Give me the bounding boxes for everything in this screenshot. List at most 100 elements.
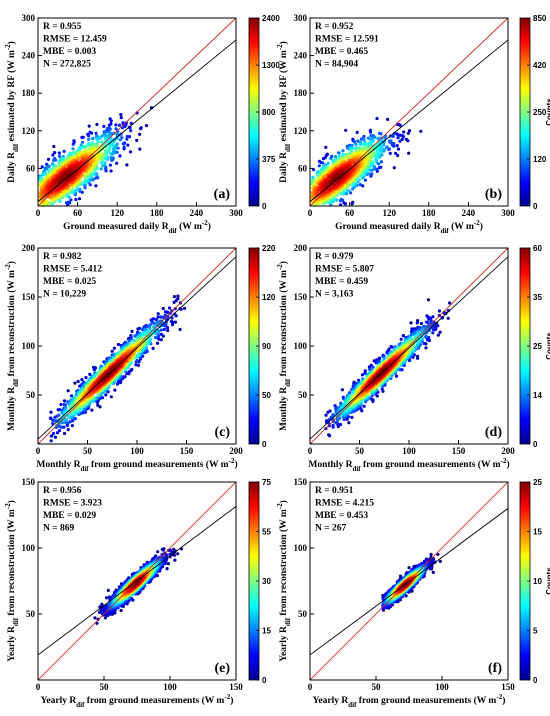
colorbar-tick-label: 90: [262, 342, 271, 351]
data-point: [121, 142, 125, 146]
data-point: [380, 387, 384, 391]
data-point: [84, 376, 88, 380]
data-point: [178, 327, 182, 332]
data-point: [172, 295, 176, 299]
data-point: [102, 124, 106, 128]
data-point: [111, 147, 115, 151]
data-point: [67, 402, 71, 406]
colorbar-tick-label: 120: [533, 155, 547, 164]
data-point: [419, 321, 423, 326]
data-point: [119, 116, 123, 120]
data-point: [66, 389, 70, 393]
data-point: [153, 335, 158, 340]
data-point: [122, 146, 126, 150]
data-point: [392, 166, 396, 170]
data-point: [129, 129, 133, 133]
data-point: [117, 123, 122, 127]
data-point: [337, 151, 341, 155]
x-tick-label: 180: [150, 208, 164, 218]
x-tick-label: 120: [382, 208, 396, 218]
data-point: [94, 184, 98, 188]
data-point: [50, 434, 54, 438]
data-point: [109, 169, 113, 173]
data-point: [135, 358, 139, 363]
data-point: [63, 403, 67, 407]
data-point: [140, 351, 144, 355]
data-point: [331, 423, 335, 427]
data-point: [363, 139, 367, 143]
data-point: [331, 196, 336, 200]
data-point: [340, 388, 344, 392]
data-point: [391, 134, 395, 139]
data-point: [45, 199, 49, 203]
data-point: [170, 316, 174, 320]
data-point: [71, 147, 75, 151]
colorbar-tick-label: 220: [262, 244, 276, 253]
data-point: [427, 336, 431, 340]
data-point: [48, 200, 52, 205]
colorbar-tick-label: 800: [262, 108, 276, 117]
data-point: [350, 415, 354, 419]
data-point: [352, 140, 356, 144]
data-point: [58, 154, 62, 158]
data-point: [104, 130, 109, 134]
data-point: [89, 400, 93, 404]
data-point: [363, 369, 367, 373]
data-point: [372, 164, 376, 168]
data-point: [55, 431, 60, 435]
data-point: [370, 397, 374, 401]
data-point: [363, 371, 367, 375]
data-point: [424, 335, 428, 339]
data-point: [87, 404, 91, 409]
data-point: [396, 147, 401, 151]
y-axis-label: Daily Rdif estimated by RF (W m-2): [276, 41, 292, 183]
stat-line: R = 0.982: [43, 252, 82, 262]
data-point: [87, 134, 91, 138]
data-point: [121, 122, 125, 126]
data-point: [166, 314, 170, 318]
data-point: [375, 116, 379, 121]
data-point: [344, 192, 348, 196]
data-point: [78, 384, 82, 388]
data-point: [334, 155, 338, 159]
data-point: [448, 301, 452, 305]
data-point: [136, 363, 140, 367]
y-tick-label: 60: [26, 163, 36, 173]
data-point: [81, 135, 85, 139]
data-point: [125, 372, 129, 376]
data-point: [118, 154, 122, 158]
data-point: [103, 149, 107, 153]
data-point: [51, 431, 56, 436]
data-point: [103, 156, 107, 160]
data-point: [49, 410, 53, 414]
data-point: [139, 127, 143, 131]
data-point: [358, 142, 362, 146]
y-tick-label: 120: [22, 126, 36, 136]
x-tick-label: 0: [36, 208, 41, 218]
data-point: [45, 167, 49, 171]
panel-label: (b): [485, 187, 502, 202]
data-point: [385, 351, 389, 355]
data-point: [368, 130, 373, 134]
data-point: [73, 381, 77, 385]
data-point: [359, 137, 364, 141]
data-point: [361, 184, 365, 188]
data-point: [113, 388, 117, 392]
data-point: [100, 396, 105, 400]
data-point: [363, 170, 368, 174]
x-tick-label: 60: [345, 208, 355, 218]
data-point: [166, 310, 170, 314]
data-point: [61, 190, 65, 194]
data-point: [326, 161, 330, 165]
data-point: [431, 331, 435, 335]
x-tick-label: 50: [83, 446, 93, 456]
data-point: [383, 136, 387, 140]
data-point: [135, 138, 139, 142]
colorbar-tick-label: 120: [262, 293, 276, 302]
data-point: [49, 439, 53, 443]
data-point: [426, 298, 430, 302]
data-point: [90, 408, 94, 412]
data-point: [57, 429, 62, 433]
